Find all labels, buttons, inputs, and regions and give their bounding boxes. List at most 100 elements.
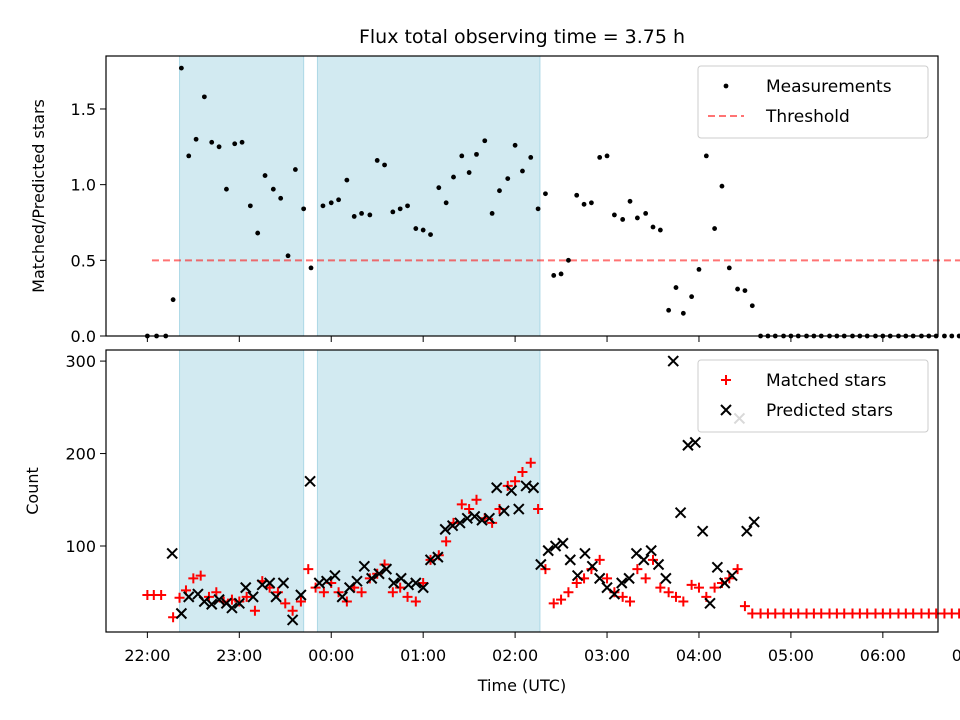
measurements-point [574,192,580,198]
matched-stars-point [441,536,452,547]
matched-stars-point [364,573,375,584]
predicted-stars-point [586,560,599,573]
matched-stars-point [556,594,567,605]
predicted-stars-point [351,575,363,587]
measurements-point [413,226,419,231]
measurements-point [942,333,947,339]
predicted-stars-point [491,482,503,494]
chart-title: Flux total observing time = 3.75 h [359,26,685,48]
x-tick-label: 22:00 [124,646,170,665]
top-legend: Measurements Threshold [697,65,929,139]
measurements-point [643,211,649,216]
predicted-stars-point [358,560,371,573]
measurements-point [558,271,564,277]
top-panel: 0.0 0.5 1.0 1.5 Matched/Predicted stars Mea… [29,55,960,346]
top-axis-ticks: 0.0 0.5 1.0 1.5 [71,100,884,346]
measurements-point [292,167,298,172]
matched-stars-point [356,587,367,598]
measurements-point [178,65,184,71]
top-series-measurements [144,65,960,339]
measurements-point [170,297,176,303]
top-legend-label: Measurements [766,77,892,97]
predicted-stars-point [286,614,299,626]
bottom-y-tick-label: 300 [65,352,96,371]
matched-stars-point [533,504,544,515]
measurements-point [320,203,326,209]
measurements-point [535,206,541,212]
bottom-plot-area [142,355,960,626]
bottom-legend-box [697,359,929,433]
measurements-point [719,183,725,189]
predicted-stars-point [608,588,621,600]
measurements-point [489,211,495,216]
predicted-stars-point [277,577,290,589]
measurements-point [474,151,479,157]
x-tick-label: 02:00 [492,646,538,665]
matched-stars-point [249,605,260,616]
top-axes-frame [105,55,939,337]
legend-key [723,83,729,89]
predicted-stars-point [579,547,591,560]
predicted-stars-point [623,572,635,585]
matched-stars-point [571,577,582,588]
measurements-point [680,310,686,316]
predicted-stars-point [468,510,481,523]
matched-stars-point [548,598,559,609]
predicted-stars-point [557,537,569,549]
matched-stars-point [195,570,206,581]
predicted-stars-point [336,591,348,603]
predicted-stars-point [454,517,466,529]
measurements-point [224,186,229,192]
measurements-point [374,158,380,163]
matched-stars-point [234,596,245,607]
predicted-stars-point [667,355,679,367]
measurements-point [382,162,387,168]
predicted-stars-point [674,507,687,519]
measurements-point [301,206,307,212]
predicted-stars-point [380,563,393,575]
measurements-point [581,201,587,207]
predicted-stars-point [233,597,246,610]
matched-stars-point [732,564,743,575]
measurements-point [551,273,557,278]
measurements-point [620,217,626,222]
predicted-stars-point [439,523,451,536]
measurements-point [749,303,755,309]
predicted-stars-point [263,577,276,589]
measurements-point [703,153,709,159]
predicted-stars-point [373,568,385,580]
predicted-stars-point [417,581,429,594]
predicted-stars-point [505,484,518,497]
top-observing-window [179,55,305,337]
predicted-stars-point [535,558,547,571]
predicted-stars-point [660,572,672,585]
matched-stars-point [594,554,605,565]
matched-stars-point [318,587,329,598]
measurements-point [611,212,617,218]
top-y-tick-label: 1.5 [71,100,96,119]
predicted-stars-point [726,569,738,582]
measurements-point [597,155,603,160]
measurements-point [390,209,396,215]
predicted-stars-point [247,591,259,603]
matched-stars-point [464,504,475,515]
top-y-tick-label: 0.0 [71,327,96,346]
measurements-point [451,174,456,180]
matched-stars-point [525,457,536,468]
legend-key [721,375,731,385]
predicted-stars-point [549,540,562,552]
predicted-stars-point [166,547,178,560]
measurements-point [247,203,253,209]
predicted-stars-point [711,561,724,573]
measurements-point [193,136,199,142]
predicted-stars-point [446,519,459,532]
predicted-stars-point [652,558,665,571]
measurements-point [589,200,594,206]
matched-stars-point [395,582,406,593]
measurements-point [512,142,518,148]
measurements-point [359,211,364,216]
x-tick-label: 00:00 [308,646,354,665]
matched-stars-point [663,587,674,598]
measurements-point [735,286,740,292]
predicted-stars-point [320,575,333,587]
